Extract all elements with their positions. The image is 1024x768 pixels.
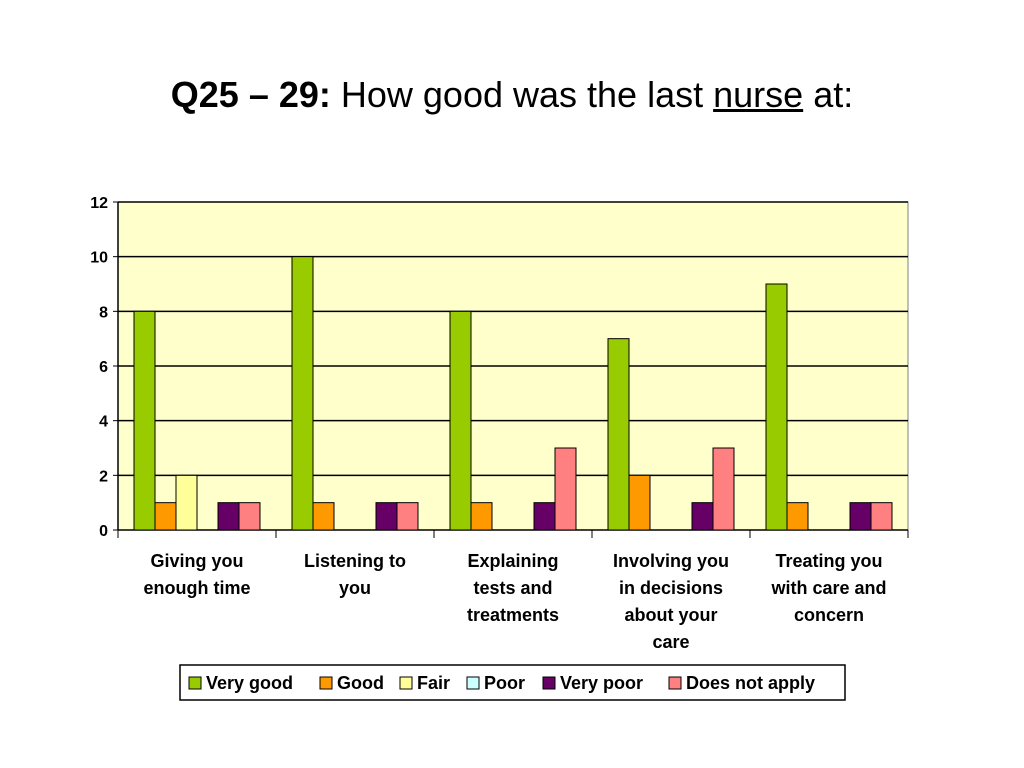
y-tick-label: 10 (90, 250, 108, 267)
legend-label: Poor (484, 673, 525, 693)
bar-does-not-apply (554, 447, 577, 531)
y-tick-label: 8 (99, 304, 108, 321)
y-tick-label: 0 (99, 523, 108, 540)
bar-very-poor (533, 502, 556, 531)
legend-label: Fair (417, 673, 450, 693)
bar-very-good (133, 310, 156, 531)
x-tick-label: concern (794, 605, 864, 625)
x-tick-label: about your (625, 605, 718, 625)
legend-swatch-good (319, 676, 333, 690)
bar-very-good (765, 283, 788, 531)
bar-good (786, 502, 809, 531)
bar-very-poor (217, 502, 240, 531)
legend-label: Good (337, 673, 384, 693)
bar-good (628, 474, 651, 531)
title-suffix: at: (813, 74, 854, 115)
legend-swatch-poor (466, 676, 480, 690)
x-tick-label: care (652, 632, 689, 652)
x-tick-label: Listening to (304, 551, 406, 571)
bar-good (154, 502, 177, 531)
title-underlined-word: nurse (713, 74, 804, 115)
bar-does-not-apply (712, 447, 735, 531)
slide-title: Q25 – 29: How good was the last nurse at… (0, 74, 1024, 116)
legend-swatch-very-good (188, 676, 202, 690)
bar-good (470, 502, 493, 531)
bar-good (312, 502, 335, 531)
legend-swatch-does-not-apply (668, 676, 682, 690)
title-question-number: Q25 – 29: (170, 74, 331, 115)
x-tick-label: in decisions (619, 578, 723, 598)
legend-label: Very poor (560, 673, 643, 693)
bar-does-not-apply (396, 502, 419, 531)
legend (179, 664, 846, 701)
x-tick-label: Involving you (613, 551, 729, 571)
y-tick-label: 6 (99, 359, 108, 376)
bar-very-good (291, 256, 314, 531)
bar-very-poor (375, 502, 398, 531)
x-tick-label: treatments (467, 605, 559, 625)
x-tick-label: Explaining (467, 551, 558, 571)
bar-very-poor (849, 502, 872, 531)
y-tick-label: 2 (99, 468, 108, 485)
bar-very-poor (691, 502, 714, 531)
x-tick-label: enough time (144, 578, 251, 598)
bar-does-not-apply (238, 502, 261, 531)
bar-very-good (607, 338, 630, 531)
legend-swatch-very-poor (542, 676, 556, 690)
legend-label: Very good (206, 673, 293, 693)
y-tick-label: 12 (90, 195, 108, 212)
bar-fair (175, 474, 198, 531)
legend-swatch-fair (399, 676, 413, 690)
x-tick-label: Giving you (150, 551, 243, 571)
x-tick-label: you (339, 578, 371, 598)
x-tick-label: with care and (770, 578, 886, 598)
legend-label: Does not apply (686, 673, 815, 693)
title-text: How good was the last (340, 74, 704, 115)
x-tick-label: Treating you (775, 551, 882, 571)
bar-very-good (449, 310, 472, 531)
x-tick-label: tests and (473, 578, 552, 598)
y-tick-label: 4 (99, 414, 108, 431)
bar-does-not-apply (870, 502, 893, 531)
